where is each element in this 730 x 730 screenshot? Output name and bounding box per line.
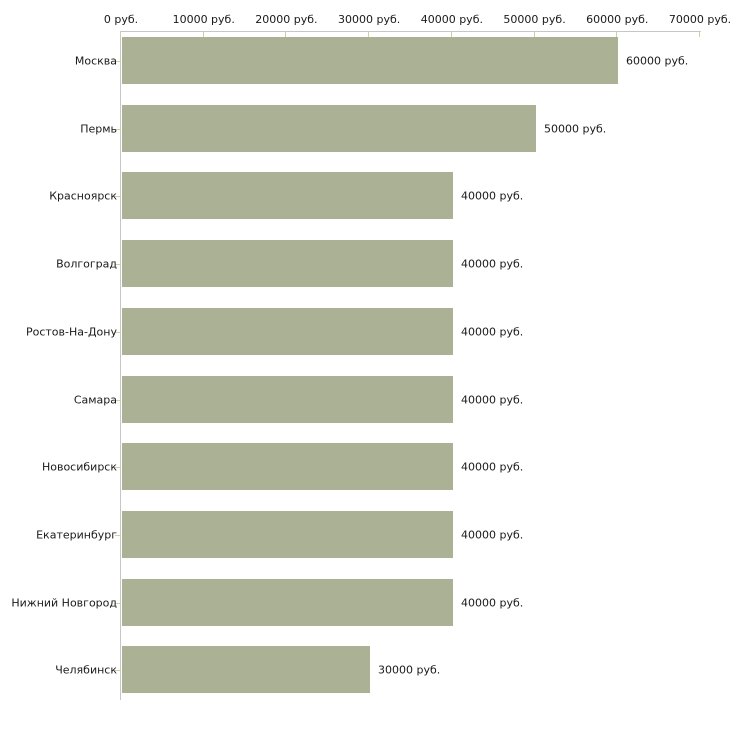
category-label: Красноярск [49,189,117,202]
x-axis-tick-label: 50000 руб. [503,13,566,26]
category-label: Ростов-На-Дону [25,325,117,338]
y-axis-tick [115,467,121,468]
bar-6 [122,376,453,423]
x-axis-tick-label: 70000 руб. [668,13,730,26]
bar-value-label: 60000 руб. [626,54,689,67]
category-label: Челябинск [55,663,117,676]
x-axis-tick [285,31,287,37]
bar-value-label: 50000 руб. [544,122,607,135]
bar-9 [122,579,453,626]
category-label: Нижний Новгород [11,596,117,609]
x-axis-tick [202,31,204,37]
category-label: Пермь [80,122,117,135]
bar-1 [122,37,618,84]
x-axis-tick-label: 30000 руб. [338,13,401,26]
bar-value-label: 40000 руб. [461,460,524,473]
y-axis-line [120,31,121,700]
y-axis-tick [115,61,121,62]
bar-3 [122,172,453,219]
bar-7 [122,443,453,490]
bar-value-label: 40000 руб. [461,325,524,338]
bar-4 [122,240,453,287]
bar-value-label: 40000 руб. [461,528,524,541]
x-axis-tick-label: 10000 руб. [172,13,235,26]
y-axis-tick [115,670,121,671]
bar-value-label: 40000 руб. [461,596,524,609]
y-axis-tick [115,535,121,536]
x-axis-tick [699,31,700,37]
y-axis-tick [115,400,121,401]
x-axis-tick [616,31,618,37]
x-axis-tick-label: 20000 руб. [255,13,318,26]
bar-value-label: 30000 руб. [378,663,441,676]
category-label: Москва [74,54,117,67]
x-axis-tick [368,31,370,37]
category-label: Новосибирск [41,460,117,473]
x-axis-tick [533,31,535,37]
x-axis-tick-label: 40000 руб. [420,13,483,26]
x-axis-tick [450,31,452,37]
y-axis-tick [115,603,121,604]
x-axis-tick-label: 60000 руб. [586,13,649,26]
category-label: Волгоград [56,257,117,270]
category-label: Самара [73,393,117,406]
bar-value-label: 40000 руб. [461,257,524,270]
x-axis-line [120,31,701,32]
bar-value-label: 40000 руб. [461,189,524,202]
bar-10 [122,646,370,693]
y-axis-tick [115,196,121,197]
bar-5 [122,308,453,355]
bar-2 [122,105,536,152]
x-axis-tick-label: 0 руб. [103,13,139,26]
bar-value-label: 40000 руб. [461,393,524,406]
x-axis-tick [120,31,121,37]
y-axis-tick [115,264,121,265]
y-axis-tick [115,332,121,333]
y-axis-tick [115,129,121,130]
bar-8 [122,511,453,558]
category-label: Екатеринбург [36,528,117,541]
